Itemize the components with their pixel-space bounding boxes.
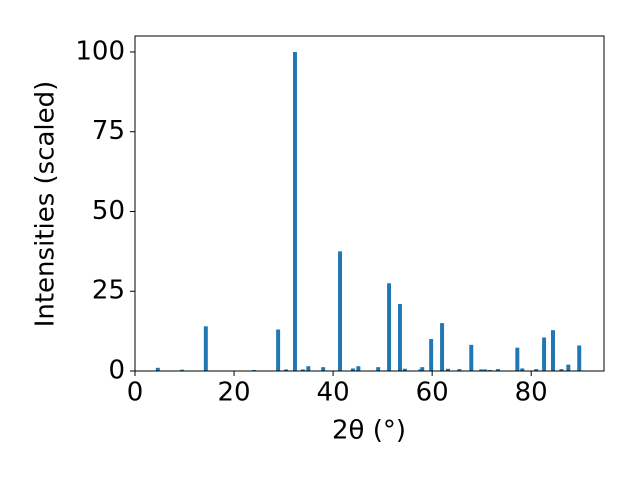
bar [515,347,520,371]
bar [429,339,434,371]
bar [356,366,361,371]
x-tick-label: 40 [317,378,350,408]
bar [440,323,445,371]
x-tick-label: 0 [127,378,144,408]
bar [350,368,355,371]
bar [292,51,297,371]
bar [276,329,281,371]
y-tick-label: 50 [92,196,125,226]
bar [203,326,208,371]
bar [321,367,326,371]
bar [551,330,555,371]
x-tick-label: 60 [416,378,449,408]
bar [469,344,474,371]
bar [534,369,539,371]
bar [479,369,484,371]
bar [387,283,392,371]
bar [483,369,488,371]
bar [306,366,311,371]
x-axis-label: 2θ (°) [332,416,406,446]
bar [402,368,407,371]
bar [180,369,185,371]
bar [446,368,450,371]
plot-frame [134,35,605,372]
bar [420,367,425,371]
bar [338,251,343,371]
bar [559,369,564,371]
bar [376,367,381,371]
y-tick-label: 0 [108,356,125,386]
x-tick-label: 80 [515,378,548,408]
y-tick-label: 25 [92,276,125,306]
bar [496,369,500,371]
bar [577,345,582,371]
y-tick-label: 75 [92,116,125,146]
bar [155,367,160,371]
bar [457,369,462,371]
x-tick-label: 20 [218,378,251,408]
bar [520,368,525,371]
bar [566,364,571,371]
bar [397,304,402,371]
y-tick-label: 100 [75,36,125,66]
bar [300,369,305,371]
bar [542,337,547,371]
y-axis-label: Intensities (scaled) [31,81,61,328]
bar [284,369,289,371]
